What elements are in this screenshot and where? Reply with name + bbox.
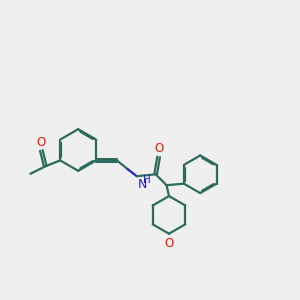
- Text: O: O: [154, 142, 163, 155]
- Text: N: N: [137, 178, 147, 191]
- Text: H: H: [143, 175, 151, 185]
- Text: O: O: [164, 237, 174, 250]
- Text: O: O: [36, 136, 46, 148]
